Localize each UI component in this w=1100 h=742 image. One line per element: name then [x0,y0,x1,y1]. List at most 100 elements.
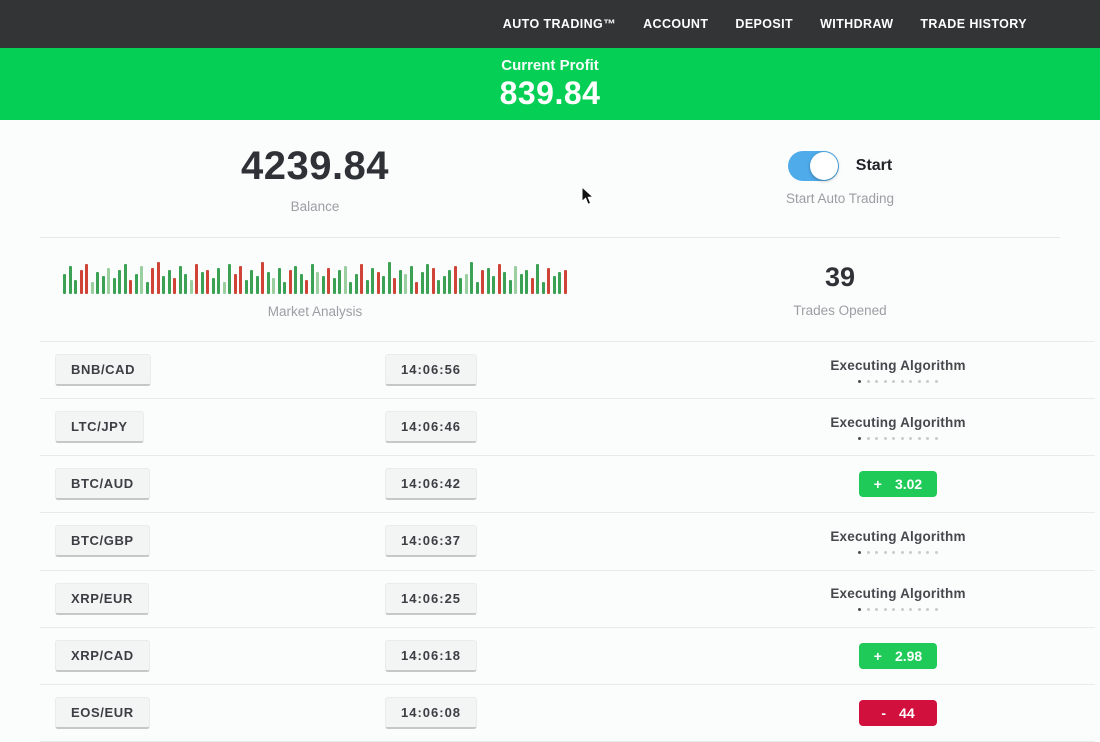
market-bar [266,272,270,294]
market-bar [206,270,210,294]
market-bar [420,272,424,294]
current-profit-value: 839.84 [499,74,601,111]
progress-dot [883,608,887,612]
market-bar [508,280,512,294]
market-bar [294,266,298,294]
executing-algorithm-label: Executing Algorithm [830,357,966,373]
pair-chip[interactable]: XRP/EUR [55,582,149,615]
trade-row-xrp-cad: XRP/CAD 14:06:18 +2.98 [40,626,1095,684]
progress-dot [926,379,930,383]
trade-row-eos-eur: EOS/EUR 14:06:08 -44 [40,683,1095,742]
progress-dots [858,608,938,612]
market-bar [371,268,375,294]
time-chip[interactable]: 14:06:25 [385,582,478,615]
divider [40,237,1060,238]
market-bar [79,270,83,294]
trade-row-btc-aud: BTC/AUD 14:06:42 +3.02 [40,455,1095,512]
market-bar [360,264,364,294]
time-chip[interactable]: 14:06:37 [385,525,478,558]
market-bar [288,270,292,294]
market-bar [184,274,188,294]
progress-dot [926,608,930,612]
pair-chip[interactable]: BNB/CAD [55,354,152,387]
progress-dot [858,608,862,612]
market-bar [349,282,353,294]
trade-row-xrp-eur: XRP/EUR 14:06:25 Executing Algorithm [40,569,1095,627]
market-bar [327,268,331,294]
nav-item-trade-history[interactable]: TRADE HISTORY [920,17,1027,31]
time-chip[interactable]: 14:06:46 [385,411,478,444]
progress-dot [892,608,896,612]
pair-chip[interactable]: EOS/EUR [55,696,150,729]
market-bar [178,266,182,294]
market-bar [129,280,133,294]
progress-dot [934,436,938,440]
market-bar [409,266,413,294]
market-bar [415,282,419,294]
time-chip[interactable]: 14:06:18 [385,639,478,672]
nav-item-account[interactable]: ACCOUNT [643,17,709,31]
stats-row-market: Market Analysis 39 Trades Opened [0,238,1100,341]
market-bar [552,276,556,294]
progress-dot [858,550,862,554]
progress-dot [875,379,879,383]
market-bar [563,270,567,294]
market-bar [354,274,358,294]
market-bar [492,276,496,294]
market-bar [514,266,518,294]
market-bar [195,264,199,294]
market-bar [541,282,545,294]
market-bar [365,280,369,294]
trades-opened-block: 39 Trades Opened [590,262,1060,318]
market-bar [376,272,380,294]
pair-chip[interactable]: LTC/JPY [55,411,144,444]
progress-dot [858,379,862,383]
market-bar [134,274,138,294]
nav-item-auto-trading[interactable]: AUTO TRADING™ [502,17,617,31]
time-chip[interactable]: 14:06:08 [385,696,478,729]
market-bar [151,268,155,294]
progress-dot [900,436,904,440]
pair-chip[interactable]: BTC/GBP [55,525,150,558]
progress-dot [917,608,921,612]
market-bar [393,278,397,294]
nav-item-withdraw[interactable]: WITHDRAW [820,17,894,31]
executing-algorithm-label: Executing Algorithm [830,528,966,544]
trade-row-bnb-cad: BNB/CAD 14:06:56 Executing Algorithm [40,341,1095,398]
badge-value: 44 [899,704,915,721]
toggle-label: Start [855,157,893,174]
market-bar [398,270,402,294]
top-nav: AUTO TRADING™ ACCOUNT DEPOSIT WITHDRAW TRADE… [0,0,1100,48]
stats-row-balance: 4239.84 Balance Start Start Auto Trading [0,120,1100,237]
pair-chip[interactable]: XRP/CAD [55,639,150,672]
pair-chip[interactable]: BTC/AUD [55,468,150,501]
market-bar [486,268,490,294]
progress-dot [866,436,870,440]
market-bar [107,268,111,294]
progress-dot [934,550,938,554]
market-bar [558,272,562,294]
market-bar [261,262,265,294]
trades-opened-value: 39 [824,261,856,292]
toggle-knob-icon [809,152,838,180]
market-bar [431,268,435,294]
auto-trading-toggle[interactable] [787,151,839,181]
progress-dot [917,379,921,383]
loss-badge: -44 [859,699,937,726]
market-bar [156,262,160,294]
profit-badge: +2.98 [859,642,937,669]
market-bar [112,278,116,294]
market-bar [530,278,534,294]
market-bar [217,268,221,294]
balance-label: Balance [290,198,340,214]
market-analysis-label: Market Analysis [267,304,363,319]
time-chip[interactable]: 14:06:42 [385,468,478,501]
trade-row-btc-gbp: BTC/GBP 14:06:37 Executing Algorithm [40,512,1095,569]
market-bar [239,266,243,294]
time-chip[interactable]: 14:06:56 [385,354,478,387]
progress-dots [858,436,938,440]
progress-dot [900,550,904,554]
nav-item-deposit[interactable]: DEPOSIT [735,17,794,31]
market-bar [255,276,259,294]
market-bar [101,276,105,294]
